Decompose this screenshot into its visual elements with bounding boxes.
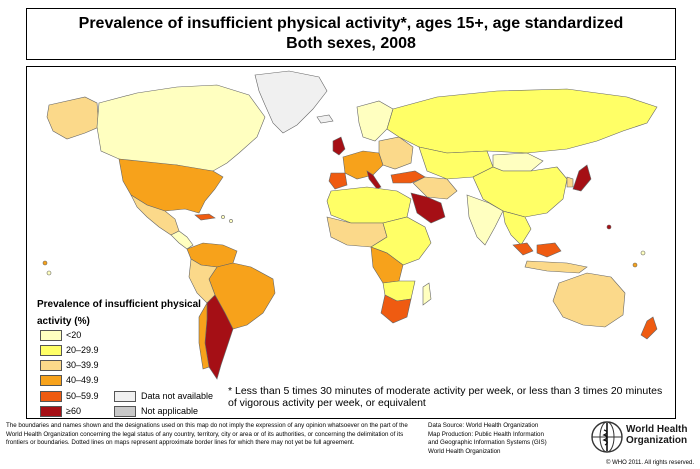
- region-alaska: [46, 96, 100, 140]
- region-uk: [332, 136, 346, 156]
- map-title-box: Prevalence of insufficient physical acti…: [26, 8, 676, 60]
- region-caribbean-island: [221, 215, 225, 219]
- legend-label-20-29: 20–29.9: [66, 345, 99, 355]
- legend-title: Prevalence of insufficient physical acti…: [37, 299, 201, 327]
- region-pacific-island: [42, 260, 48, 266]
- region-pacific-island: [632, 262, 638, 268]
- region-pacific-island: [640, 250, 646, 256]
- region-east-africa: [370, 216, 432, 266]
- region-australia: [552, 272, 626, 328]
- region-north-africa: [326, 186, 412, 224]
- region-mongolia: [492, 152, 544, 172]
- world-map: [42, 70, 658, 380]
- region-pacific-island: [606, 224, 612, 230]
- legend-swatch-gte60: [40, 406, 62, 417]
- map-legend: Prevalence of insufficient physical acti…: [37, 296, 227, 421]
- source-line: Data Source: World Health Organization: [428, 422, 539, 429]
- who-emblem-icon: [591, 421, 623, 453]
- world-map-frame: [26, 66, 676, 419]
- region-central-america: [170, 230, 194, 250]
- region-western-europe: [342, 150, 384, 180]
- region-iceland: [316, 114, 334, 124]
- legend-swatch-lt20: [40, 330, 62, 341]
- source-line: and Geographic Information Systems (GIS): [428, 439, 547, 447]
- region-korea: [566, 176, 574, 188]
- organization-name-line: Organization: [626, 435, 688, 446]
- legend-label-lt20: <20: [66, 330, 82, 340]
- source-line: Map Production: Public Health Informatio…: [428, 430, 544, 438]
- map-subtitle: Both sexes, 2008: [286, 35, 416, 52]
- legend-swatch-no-data: [114, 391, 136, 402]
- legend-swatch-40-49: [40, 375, 62, 386]
- disclaimer-text: The boundaries and names shown and the d…: [6, 422, 408, 447]
- region-eastern-europe: [378, 136, 414, 170]
- legend-swatch-not-applicable: [114, 406, 136, 417]
- region-madagascar: [422, 282, 432, 306]
- legend-swatch-20-29: [40, 345, 62, 356]
- footnote: * Less than 5 times 30 minutes of modera…: [228, 385, 663, 409]
- organization-name: World Health Organization: [626, 424, 687, 446]
- legend-swatch-30-39: [40, 360, 62, 371]
- region-russia: [386, 88, 658, 154]
- region-canada: [96, 84, 266, 172]
- legend-label-gte60: ≥60: [66, 406, 81, 416]
- region-iberia: [328, 172, 348, 190]
- region-turkey: [390, 170, 426, 184]
- legend-label-not-applicable: Not applicable: [141, 406, 199, 416]
- region-caribbean: [194, 213, 216, 221]
- region-maritime-se-asia: [512, 242, 562, 258]
- region-new-zealand: [640, 316, 658, 340]
- legend-label-50-59: 50–59.9: [66, 391, 99, 401]
- source-line: World Health Organization: [428, 447, 501, 455]
- region-caribbean-island: [229, 219, 233, 223]
- region-pacific-island: [46, 270, 52, 276]
- region-indonesia: [524, 260, 588, 274]
- region-italy: [366, 170, 382, 190]
- organization-name-line: World Health: [626, 424, 688, 435]
- legend-label-30-39: 30–39.9: [66, 360, 99, 370]
- region-saudi-arabia: [410, 192, 446, 224]
- copyright-notice: © WHO 2011. All rights reserved.: [606, 460, 695, 466]
- legend-swatch-50-59: [40, 391, 62, 402]
- region-chile: [198, 301, 210, 370]
- map-title: Prevalence of insufficient physical acti…: [78, 15, 624, 32]
- region-south-africa: [380, 294, 412, 324]
- data-source: Data Source: World Health Organization M…: [428, 422, 608, 456]
- region-japan: [572, 164, 592, 192]
- region-greenland: [254, 70, 328, 134]
- region-scandinavia: [356, 100, 394, 142]
- legend-label-no-data: Data not available: [141, 391, 214, 401]
- region-india: [466, 194, 504, 246]
- legend-label-40-49: 40–49.9: [66, 375, 99, 385]
